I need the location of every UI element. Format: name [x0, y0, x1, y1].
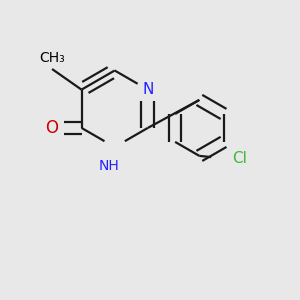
Text: CH₃: CH₃ [39, 51, 65, 64]
Text: Cl: Cl [232, 151, 247, 166]
Text: N: N [142, 82, 154, 97]
Text: O: O [46, 119, 59, 137]
Text: NH: NH [98, 159, 119, 173]
